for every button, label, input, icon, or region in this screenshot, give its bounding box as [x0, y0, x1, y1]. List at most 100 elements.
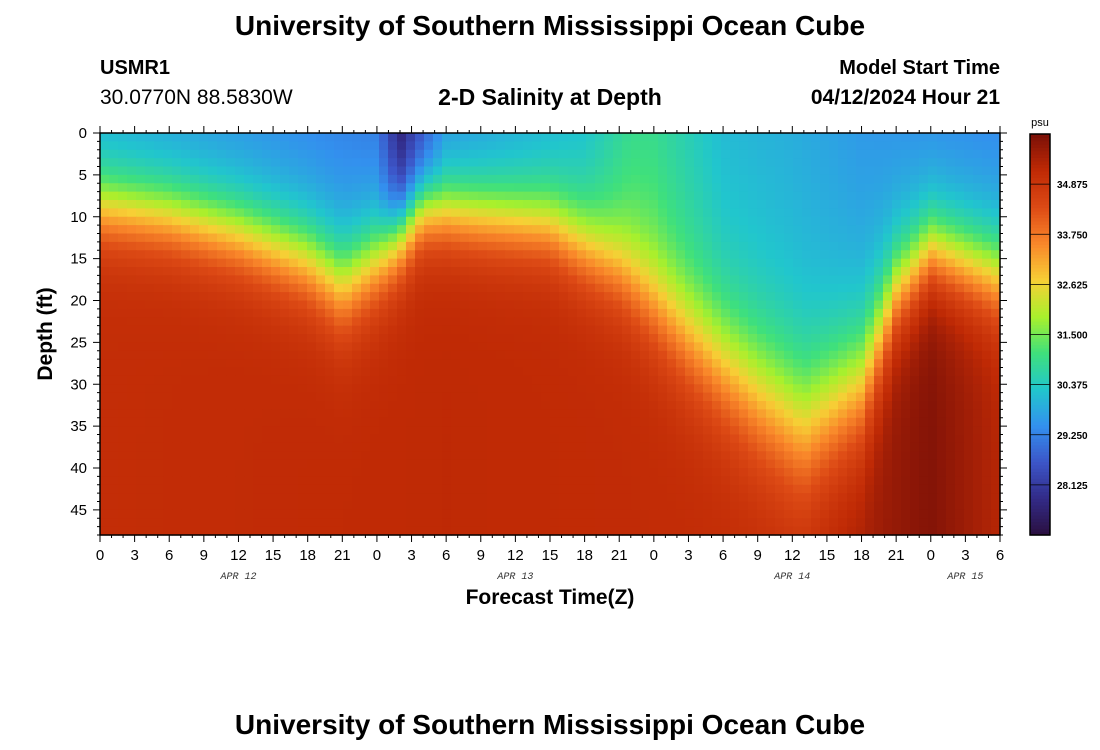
heatmap-cell — [415, 350, 425, 360]
heatmap-cell — [847, 359, 857, 369]
heatmap-cell — [307, 225, 317, 235]
heatmap-cell — [208, 183, 218, 193]
heatmap-cell — [424, 267, 434, 276]
heatmap-cell — [982, 526, 992, 536]
heatmap-cell — [829, 308, 839, 318]
heatmap-cell — [199, 518, 209, 528]
heatmap-cell — [532, 141, 542, 151]
heatmap-cell — [208, 451, 218, 461]
heatmap-cell — [235, 325, 245, 335]
heatmap-cell — [964, 317, 974, 327]
heatmap-cell — [514, 141, 524, 151]
heatmap-cell — [964, 133, 974, 142]
heatmap-cell — [244, 174, 254, 184]
heatmap-cell — [127, 459, 137, 469]
heatmap-cell — [442, 216, 452, 226]
heatmap-cell — [478, 526, 488, 536]
heatmap-cell — [874, 133, 884, 142]
heatmap-cell — [361, 174, 371, 184]
heatmap-cell — [514, 216, 524, 226]
heatmap-cell — [667, 283, 677, 293]
heatmap-cell — [577, 334, 587, 343]
heatmap-cell — [514, 158, 524, 168]
heatmap-cell — [514, 317, 524, 327]
heatmap-cell — [649, 191, 659, 201]
heatmap-cell — [361, 241, 371, 251]
heatmap-cell — [442, 442, 452, 452]
heatmap-cell — [874, 426, 884, 436]
heatmap-cell — [703, 241, 713, 251]
heatmap-cell — [478, 509, 488, 519]
heatmap-cell — [541, 434, 551, 444]
heatmap-cell — [631, 292, 641, 302]
heatmap-cell — [523, 409, 533, 419]
heatmap-cell — [388, 426, 398, 436]
heatmap-cell — [172, 484, 182, 494]
heatmap-cell — [424, 401, 434, 410]
heatmap-cell — [343, 350, 353, 360]
heatmap-cell — [892, 434, 902, 444]
heatmap-cell — [964, 409, 974, 419]
heatmap-cell — [946, 451, 956, 461]
heatmap-cell — [658, 191, 668, 201]
heatmap-cell — [577, 350, 587, 360]
heatmap-cell — [595, 283, 605, 293]
heatmap-cell — [667, 308, 677, 318]
heatmap-cell — [379, 501, 389, 511]
heatmap-cell — [775, 158, 785, 168]
heatmap-cell — [838, 158, 848, 168]
heatmap-cell — [451, 493, 461, 503]
heatmap-cell — [631, 426, 641, 436]
heatmap-cell — [595, 509, 605, 519]
heatmap-cell — [730, 141, 740, 151]
heatmap-cell — [280, 484, 290, 494]
heatmap-cell — [109, 350, 119, 360]
heatmap-cell — [658, 250, 668, 260]
heatmap-cell — [532, 518, 542, 528]
heatmap-cell — [658, 317, 668, 327]
heatmap-cell — [514, 484, 524, 494]
heatmap-cell — [451, 509, 461, 519]
heatmap-cell — [955, 183, 965, 193]
heatmap-cell — [703, 384, 713, 394]
heatmap-cell — [109, 359, 119, 369]
heatmap-cell — [820, 308, 830, 318]
heatmap-cell — [244, 493, 254, 503]
heatmap-cell — [442, 149, 452, 159]
heatmap-cell — [280, 392, 290, 402]
heatmap-cell — [838, 392, 848, 402]
heatmap-cell — [370, 250, 380, 260]
heatmap-cell — [190, 375, 200, 385]
heatmap-cell — [505, 468, 515, 477]
heatmap-cell — [919, 141, 929, 151]
heatmap-cell — [784, 367, 794, 377]
heatmap-cell — [235, 183, 245, 193]
heatmap-cell — [262, 174, 272, 184]
heatmap-cell — [262, 225, 272, 235]
heatmap-cell — [847, 325, 857, 335]
heatmap-cell — [442, 493, 452, 503]
heatmap-cell — [973, 359, 983, 369]
heatmap-cell — [199, 334, 209, 343]
heatmap-cell — [289, 509, 299, 519]
heatmap-cell — [244, 367, 254, 377]
heatmap-cell — [694, 342, 704, 352]
heatmap-cell — [415, 191, 425, 201]
heatmap-cell — [451, 200, 461, 209]
x-tick-label: 12 — [784, 547, 801, 564]
heatmap-cell — [253, 426, 263, 436]
heatmap-cell — [370, 166, 380, 176]
heatmap-cell — [595, 258, 605, 268]
heatmap-cell — [910, 384, 920, 394]
heatmap-cell — [910, 401, 920, 410]
heatmap-cell — [874, 409, 884, 419]
heatmap-cell — [748, 409, 758, 419]
heatmap-cell — [496, 342, 506, 352]
heatmap-cell — [820, 459, 830, 469]
heatmap-cell — [676, 308, 686, 318]
heatmap-cell — [829, 409, 839, 419]
heatmap-cell — [325, 350, 335, 360]
heatmap-cell — [361, 317, 371, 327]
heatmap-cell — [523, 334, 533, 343]
heatmap-cell — [991, 409, 1001, 419]
